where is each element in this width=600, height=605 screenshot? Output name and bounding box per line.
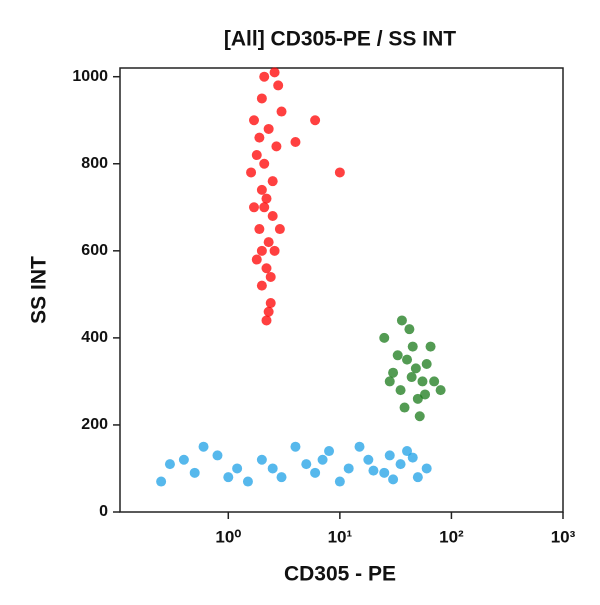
- data-point: [406, 372, 417, 383]
- x-tick-label: 10³: [551, 527, 576, 546]
- data-point: [263, 306, 274, 317]
- data-point: [396, 315, 407, 326]
- data-point: [261, 315, 272, 326]
- data-point: [259, 202, 270, 213]
- data-point: [263, 123, 274, 134]
- data-point: [256, 93, 267, 104]
- data-point: [425, 341, 436, 352]
- data-point: [421, 463, 432, 474]
- data-point: [259, 158, 270, 169]
- data-point: [263, 237, 274, 248]
- data-point: [242, 476, 253, 487]
- y-tick-label: 1000: [72, 68, 108, 85]
- plot-frame: [119, 67, 564, 513]
- x-tick-label: 10²: [439, 527, 464, 546]
- data-point: [256, 184, 267, 195]
- data-point: [212, 450, 223, 461]
- data-point: [388, 474, 399, 485]
- data-point: [384, 450, 395, 461]
- data-point: [254, 132, 265, 143]
- y-tick-label: 800: [81, 155, 108, 172]
- data-point: [261, 193, 272, 204]
- data-point: [354, 441, 365, 452]
- data-point: [324, 446, 335, 457]
- data-point: [273, 80, 284, 91]
- data-point: [334, 167, 345, 178]
- data-point: [290, 137, 301, 147]
- data-point: [404, 324, 415, 335]
- data-point: [334, 476, 345, 487]
- data-point: [276, 106, 287, 117]
- y-axis-label: SS INT: [28, 256, 51, 324]
- x-axis-label: CD305 - PE: [284, 563, 396, 586]
- data-point: [301, 459, 312, 470]
- data-point: [363, 454, 374, 465]
- data-point: [412, 393, 423, 404]
- data-point: [223, 472, 234, 483]
- data-point: [407, 341, 418, 352]
- data-point: [271, 141, 282, 152]
- data-point: [399, 402, 410, 413]
- data-point: [414, 411, 425, 422]
- data-point: [274, 224, 285, 235]
- data-point: [420, 389, 431, 400]
- data-point: [388, 367, 399, 378]
- data-point: [384, 376, 395, 387]
- data-point: [256, 454, 267, 465]
- data-point: [310, 115, 321, 126]
- data-point: [267, 463, 278, 474]
- data-point: [412, 472, 423, 483]
- data-point: [317, 454, 328, 465]
- data-point: [402, 354, 413, 365]
- data-point: [269, 245, 280, 256]
- data-point: [198, 441, 209, 452]
- data-point: [256, 280, 267, 291]
- data-point: [407, 452, 418, 463]
- data-point: [265, 298, 276, 309]
- data-point: [395, 385, 406, 396]
- data-point: [435, 385, 446, 396]
- data-point: [251, 254, 262, 265]
- data-point: [276, 472, 287, 483]
- data-point: [261, 263, 272, 274]
- data-point: [232, 463, 243, 474]
- data-point: [310, 467, 321, 478]
- data-point: [246, 167, 257, 178]
- data-point: [290, 441, 301, 452]
- y-tick-label: 600: [81, 242, 108, 259]
- data-point: [417, 376, 428, 387]
- data-point: [421, 359, 432, 369]
- chart-title: [All] CD305-PE / SS INT: [224, 28, 456, 51]
- data-point: [402, 446, 413, 457]
- y-tick-label: 200: [81, 416, 108, 433]
- data-point: [267, 211, 278, 221]
- data-point: [392, 350, 403, 361]
- x-tick-label: 10⁰: [215, 527, 241, 546]
- y-tick-label: 400: [81, 329, 108, 346]
- data-point: [249, 202, 260, 213]
- data-point: [395, 459, 406, 470]
- x-tick-label: 10¹: [328, 527, 353, 546]
- data-point: [269, 67, 280, 78]
- data-point: [156, 476, 167, 487]
- y-tick-label: 0: [99, 503, 108, 520]
- data-point: [254, 224, 265, 235]
- data-point: [379, 332, 390, 343]
- data-point: [267, 176, 278, 187]
- data-point: [265, 271, 276, 282]
- data-point: [259, 71, 270, 82]
- data-point: [164, 459, 175, 470]
- data-point: [249, 115, 260, 126]
- data-point: [189, 467, 200, 478]
- data-point: [410, 363, 421, 374]
- data-point: [379, 467, 390, 478]
- data-point: [429, 376, 440, 387]
- data-point: [343, 463, 354, 474]
- data-point: [251, 150, 262, 161]
- data-point: [256, 245, 267, 256]
- data-point: [178, 454, 189, 465]
- data-point: [368, 465, 379, 476]
